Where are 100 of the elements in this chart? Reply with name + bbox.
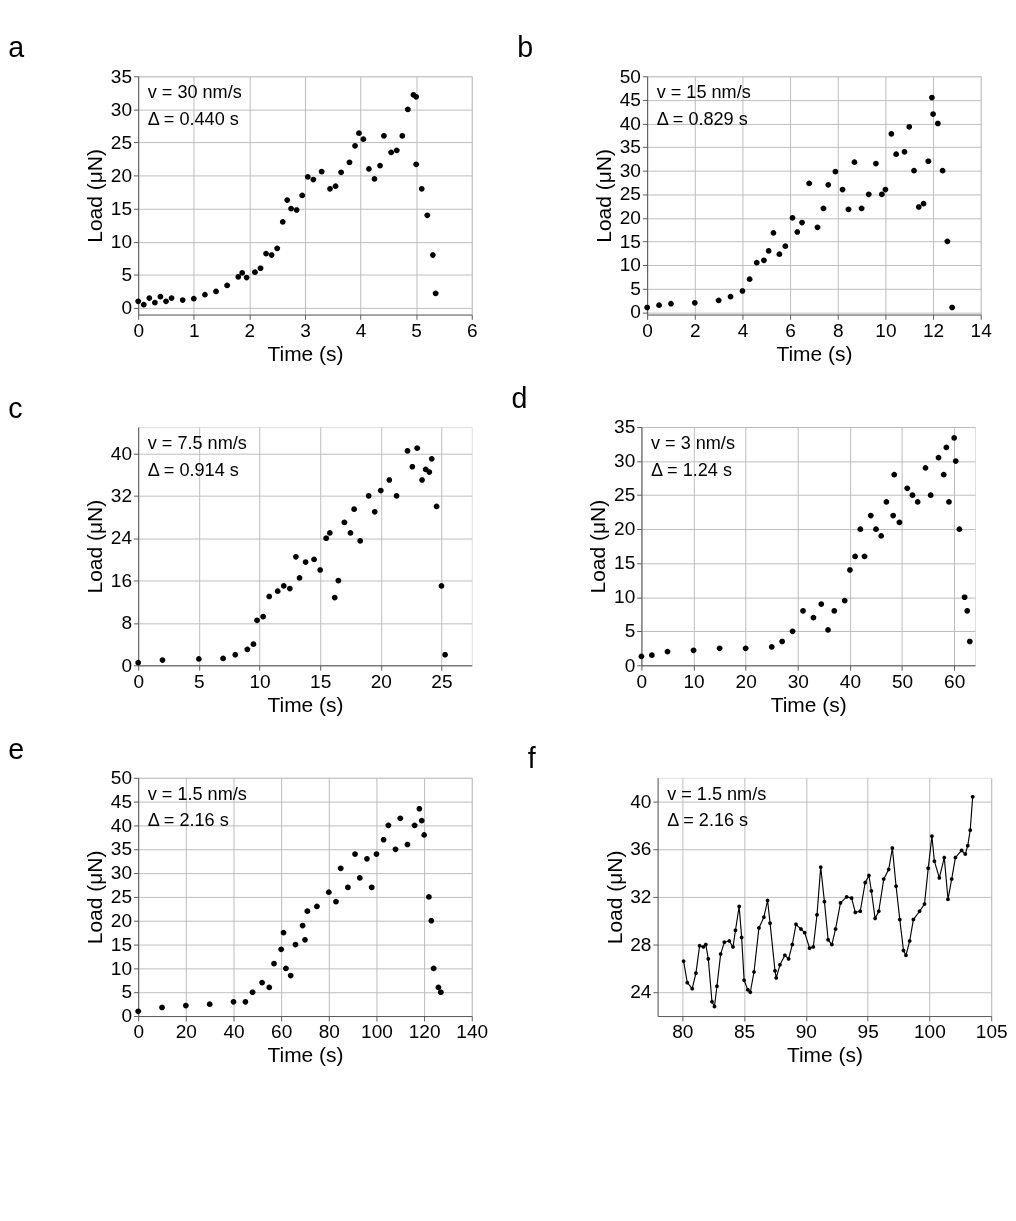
x-tick-label: 105	[975, 1021, 1008, 1043]
point	[323, 535, 330, 542]
point	[364, 855, 370, 862]
point	[430, 252, 436, 258]
point	[314, 903, 320, 910]
point	[825, 627, 831, 633]
x-tick-label: 14	[970, 319, 993, 341]
point	[371, 176, 378, 182]
x-tick-label: 2	[689, 319, 701, 341]
point	[388, 149, 395, 156]
point	[814, 224, 821, 231]
point	[831, 608, 838, 614]
y-tick-label: 16	[110, 569, 132, 591]
chart-title: b	[517, 31, 534, 64]
point	[873, 526, 879, 533]
point	[966, 638, 973, 645]
y-tick-label: 50	[619, 65, 641, 87]
point	[157, 293, 164, 300]
point	[202, 291, 208, 298]
y-tick-label: 15	[110, 933, 132, 955]
x-tick-label: 10	[683, 670, 705, 692]
point	[304, 174, 311, 180]
point	[940, 471, 947, 478]
x-tick-label: 4	[355, 319, 367, 341]
point	[867, 512, 874, 519]
point	[230, 998, 237, 1005]
y-tick-label: 24	[110, 527, 133, 549]
x-tick-label: 20	[735, 670, 757, 692]
point	[418, 817, 425, 824]
point	[413, 161, 420, 168]
point	[861, 553, 868, 560]
point	[293, 553, 299, 560]
point	[896, 519, 903, 526]
point	[274, 245, 281, 252]
y-tick-label: 15	[110, 197, 132, 219]
point	[263, 250, 269, 257]
point	[239, 270, 246, 276]
point	[271, 960, 277, 967]
point	[430, 965, 437, 972]
point	[168, 295, 175, 301]
point	[299, 192, 306, 199]
point	[393, 493, 400, 499]
point	[857, 526, 864, 533]
annotation: Δ = 0.829 s	[656, 108, 748, 129]
point	[901, 148, 908, 155]
y-tick-label: 25	[110, 886, 132, 908]
point	[345, 884, 351, 891]
y-tick-label: 0	[121, 1005, 132, 1027]
point	[909, 492, 916, 498]
point	[327, 530, 333, 536]
y-tick-label: 36	[630, 838, 652, 860]
y-tick-label: 35	[614, 416, 636, 438]
y-tick-label: 45	[110, 790, 132, 812]
y-tick-label: 10	[619, 254, 641, 276]
point	[419, 477, 425, 483]
x-tick-label: 80	[318, 1021, 340, 1043]
point	[302, 559, 309, 565]
point	[288, 205, 294, 212]
point	[299, 922, 306, 929]
y-axis-title: Load (μN)	[602, 850, 626, 945]
point	[360, 136, 367, 143]
annotation: Δ = 2.16 s	[667, 810, 749, 831]
point	[832, 168, 839, 175]
point	[841, 597, 848, 604]
point	[335, 577, 342, 584]
y-axis-title: Load (μN)	[586, 499, 610, 594]
point	[352, 851, 358, 857]
point	[274, 588, 281, 595]
point	[182, 1002, 189, 1009]
point	[244, 646, 251, 653]
point	[922, 465, 929, 471]
point	[356, 130, 362, 137]
annotation: v = 3 nm/s	[650, 432, 735, 453]
point	[254, 617, 260, 624]
annotation: Δ = 1.24 s	[650, 459, 732, 480]
point	[356, 875, 363, 881]
point	[915, 204, 922, 210]
point	[946, 499, 952, 505]
point	[235, 274, 242, 280]
point	[964, 608, 971, 614]
point	[366, 166, 372, 172]
y-tick-label: 24	[630, 981, 652, 1003]
y-tick-label: 25	[619, 183, 641, 205]
point	[213, 288, 219, 295]
y-tick-label: 30	[619, 159, 641, 181]
point	[404, 106, 411, 113]
y-tick-label: 10	[614, 586, 636, 608]
point	[140, 301, 147, 308]
y-tick-label: 0	[121, 654, 132, 676]
point	[404, 448, 411, 454]
point	[159, 1004, 165, 1011]
y-tick-label: 5	[624, 620, 636, 642]
point	[851, 159, 858, 166]
point	[311, 556, 317, 563]
point	[810, 614, 817, 621]
point	[765, 248, 772, 254]
x-axis-title: Time (s)	[776, 341, 853, 365]
point	[961, 594, 968, 601]
point	[206, 1001, 213, 1008]
point	[268, 252, 275, 258]
